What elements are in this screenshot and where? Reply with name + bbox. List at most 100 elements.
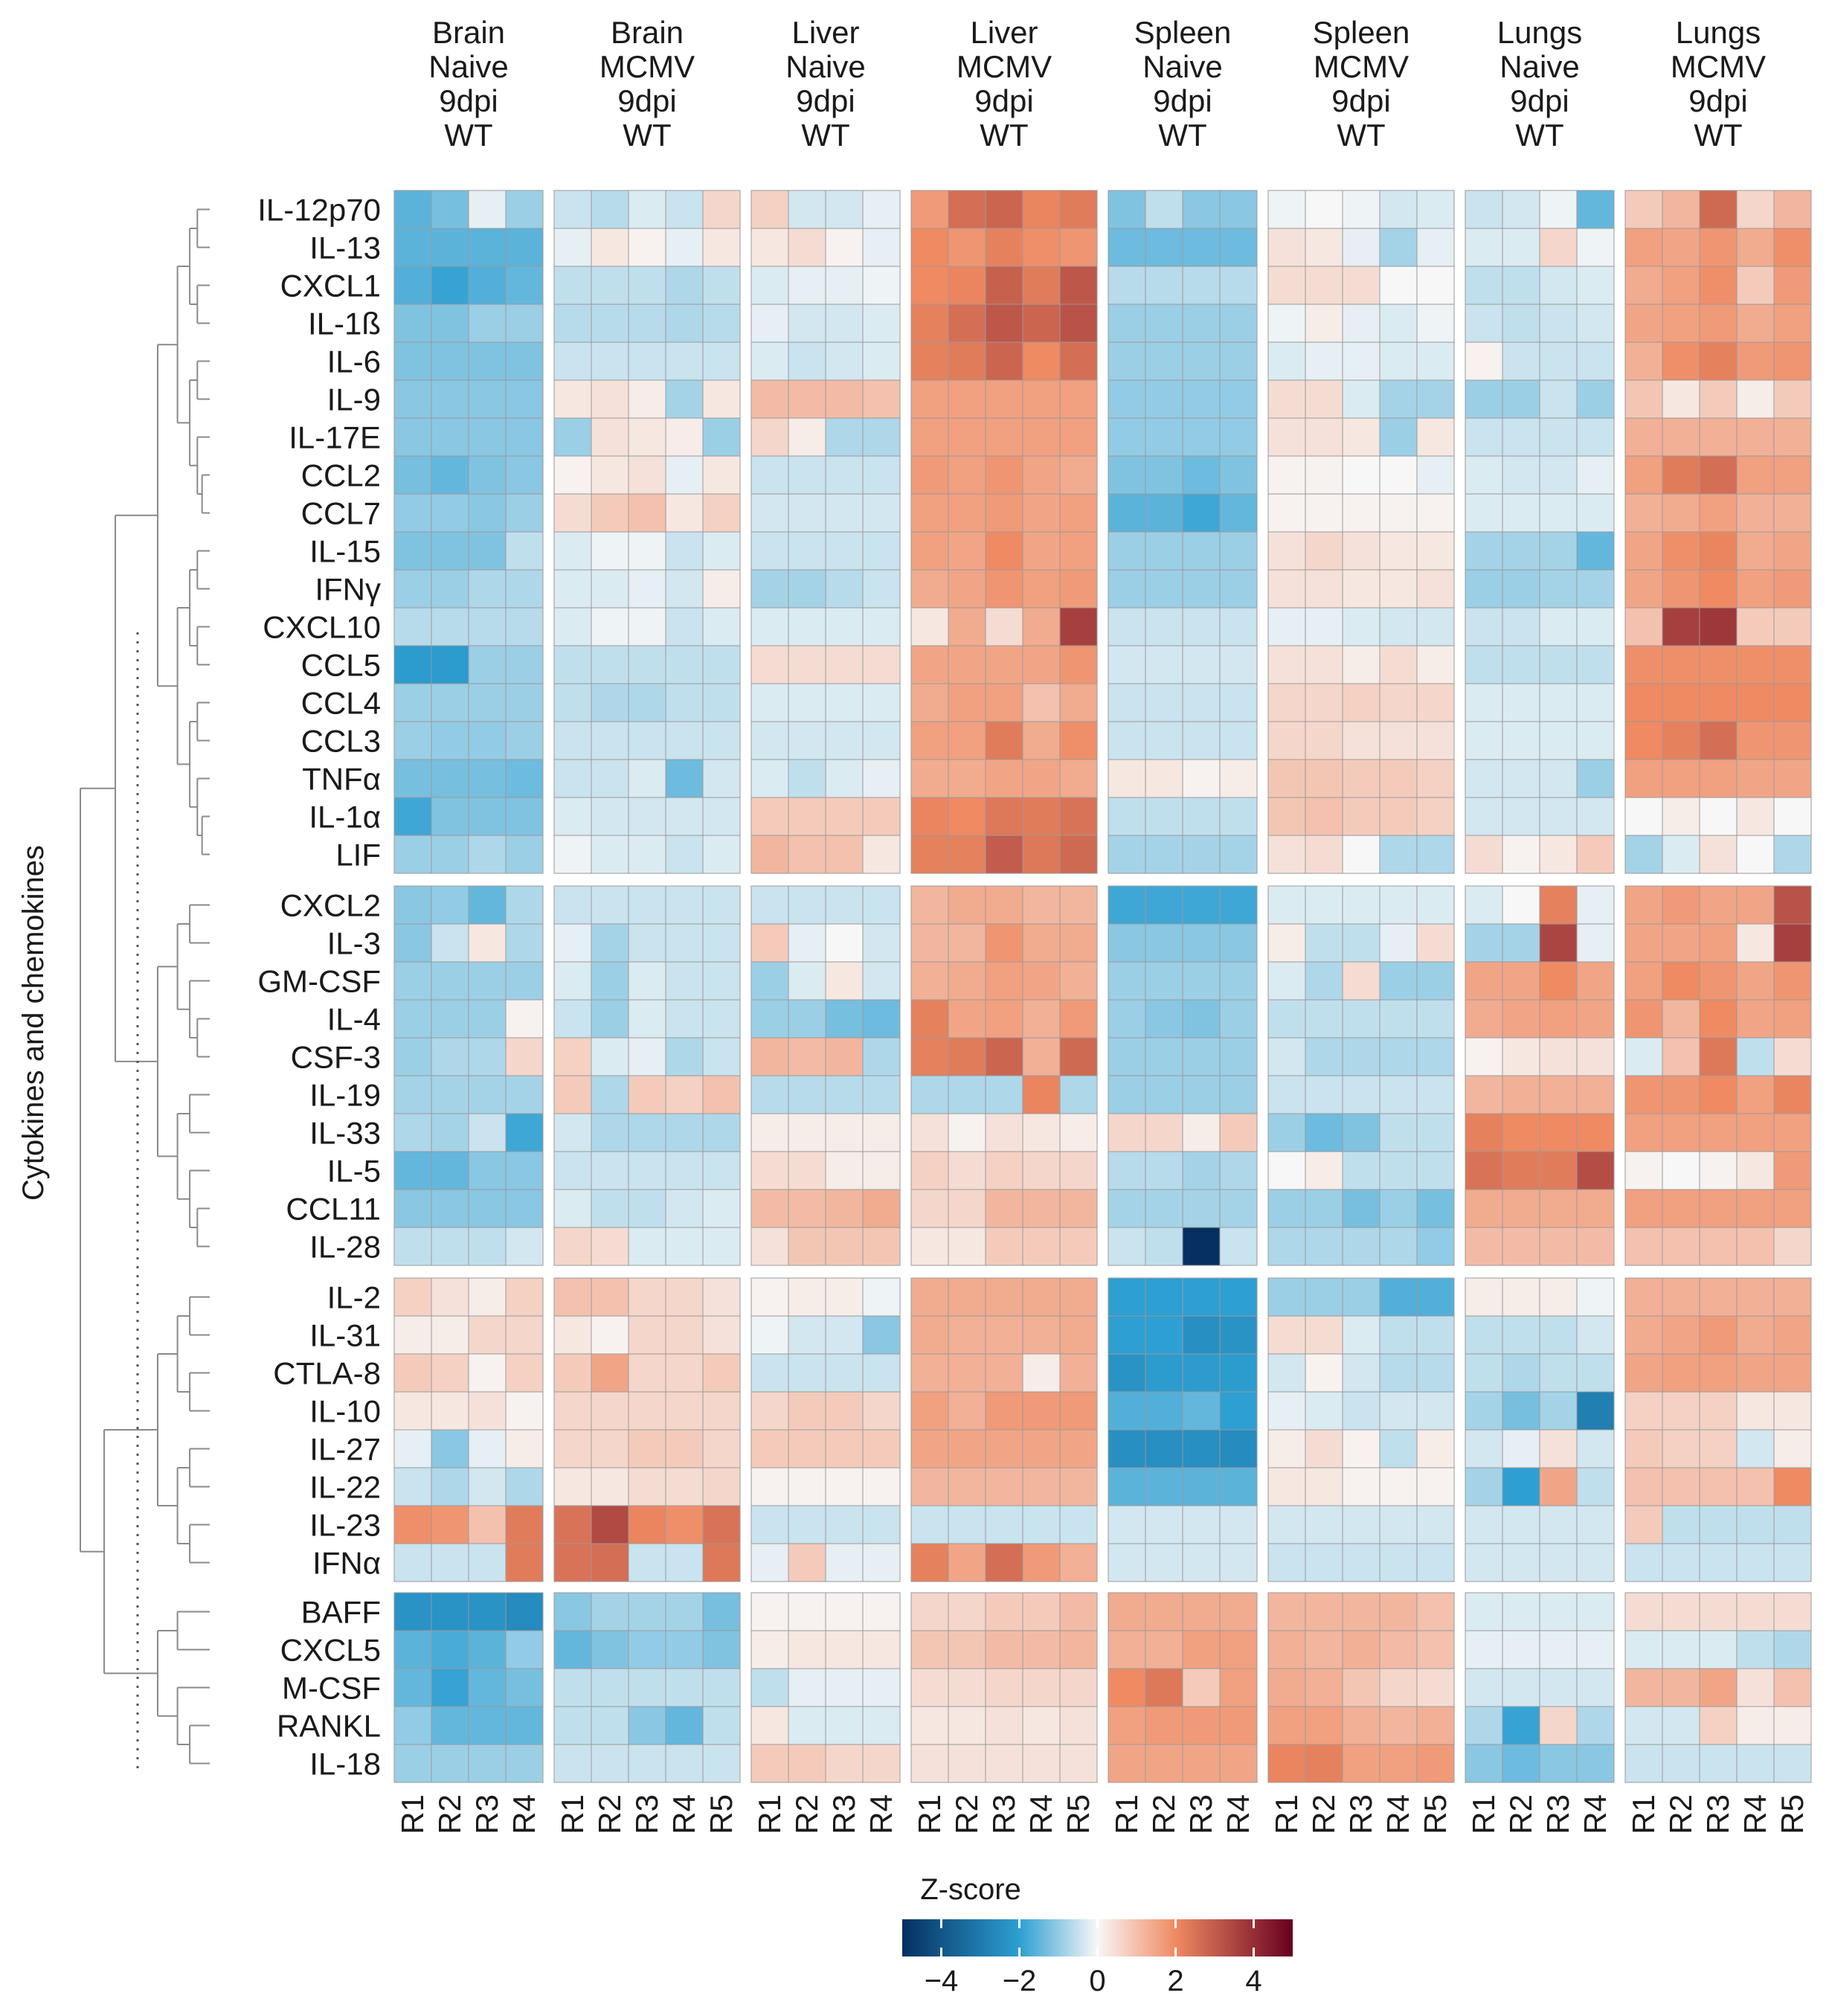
heatmap-cell	[1699, 1744, 1738, 1783]
heatmap-cell	[1502, 379, 1540, 419]
heatmap-cell	[468, 1075, 507, 1114]
heatmap-cell	[665, 1668, 704, 1707]
heatmap-cell	[553, 1592, 592, 1631]
heatmap-cell	[505, 1592, 544, 1631]
heatmap-cell	[1022, 885, 1061, 925]
heatmap-cell	[665, 1706, 704, 1745]
heatmap-cell	[702, 1277, 741, 1317]
heatmap-cell	[1108, 1668, 1146, 1707]
heatmap-cell	[1022, 1668, 1061, 1707]
row-label: IL-3	[327, 926, 381, 961]
heatmap-cell	[985, 1744, 1023, 1783]
heatmap-cell	[910, 569, 949, 609]
heatmap-cell	[1342, 1592, 1380, 1631]
heatmap-cell	[1305, 379, 1343, 419]
heatmap-cell	[862, 1543, 901, 1582]
heatmap-cell	[788, 1227, 826, 1266]
heatmap-cell	[1502, 1706, 1540, 1745]
heatmap-cell	[1502, 1037, 1540, 1076]
heatmap-cell	[788, 1113, 826, 1152]
heatmap-cell	[1305, 607, 1343, 646]
heatmap-cell	[862, 1277, 901, 1317]
heatmap-cell	[1416, 885, 1455, 925]
row-label: LIF	[335, 838, 381, 873]
heatmap-cell	[1539, 190, 1578, 229]
heatmap-cell	[1624, 1227, 1663, 1266]
heatmap-cell	[468, 531, 507, 571]
heatmap-cell	[1342, 1037, 1380, 1076]
heatmap-cell	[788, 1391, 826, 1431]
heatmap-cell	[702, 1429, 741, 1468]
heatmap-cell	[1502, 190, 1540, 229]
heatmap-cell	[1576, 1189, 1615, 1228]
heatmap-cell	[1108, 1353, 1146, 1393]
heatmap-cell	[1219, 759, 1258, 798]
heatmap-cell	[1662, 1630, 1700, 1669]
heatmap-cell	[1576, 1391, 1615, 1431]
heatmap-cell	[591, 1543, 629, 1582]
heatmap-cell	[1699, 1592, 1738, 1631]
heatmap-cell	[1305, 759, 1343, 798]
heatmap-cell	[431, 1227, 469, 1266]
heatmap-cell	[1773, 531, 1812, 571]
heatmap-cell	[665, 923, 704, 963]
heatmap-cell	[1539, 1505, 1578, 1544]
heatmap-cell	[1502, 304, 1540, 343]
heatmap-cell	[1267, 531, 1306, 571]
row-dendrogram	[80, 208, 210, 1774]
heatmap-cell	[1699, 493, 1738, 533]
heatmap-cell	[1699, 417, 1738, 457]
heatmap-cell	[948, 379, 986, 419]
row-label: CXCL10	[263, 610, 381, 645]
heatmap-cell	[948, 341, 986, 381]
heatmap-cell	[1539, 683, 1578, 722]
heatmap-cell	[628, 569, 666, 609]
heatmap-cell	[505, 1429, 544, 1468]
heatmap-cell	[505, 1315, 544, 1355]
heatmap-cell	[505, 1227, 544, 1266]
heatmap-cell	[1022, 759, 1061, 798]
heatmap-cell	[1379, 683, 1418, 722]
heatmap-cell	[1465, 341, 1503, 381]
group-header-line: WT	[980, 118, 1028, 153]
heatmap-cell	[591, 885, 629, 925]
heatmap-cell	[750, 645, 789, 684]
heatmap-cell	[910, 645, 949, 684]
heatmap-cell	[1145, 759, 1183, 798]
heatmap-cell	[1219, 266, 1258, 305]
heatmap-cell	[948, 797, 986, 836]
heatmap-cell	[1182, 1467, 1221, 1506]
heatmap-cell	[1108, 1075, 1146, 1114]
heatmap-cell	[1267, 1227, 1306, 1266]
heatmap-cell	[1182, 759, 1221, 798]
heatmap-cell	[1465, 721, 1503, 760]
heatmap-cell	[985, 835, 1023, 874]
heatmap-cell	[1736, 759, 1775, 798]
heatmap-cell	[1624, 531, 1663, 571]
heatmap-cell	[431, 379, 469, 419]
heatmap-cell	[1219, 1353, 1258, 1393]
heatmap-cell	[1059, 1467, 1098, 1506]
heatmap-cell	[985, 721, 1023, 760]
heatmap-cell	[1502, 1467, 1540, 1506]
heatmap-cell	[750, 1706, 789, 1745]
heatmap-cell	[1416, 835, 1455, 874]
heatmap-cell	[1379, 1189, 1418, 1228]
heatmap-cell	[985, 190, 1023, 229]
heatmap-cell	[1145, 1037, 1183, 1076]
heatmap-cell	[553, 1467, 592, 1506]
heatmap-cell	[1379, 531, 1418, 571]
heatmap-cell	[468, 607, 507, 646]
heatmap-cell	[1736, 1505, 1775, 1544]
heatmap-cell	[985, 493, 1023, 533]
heatmap-cell	[788, 1037, 826, 1076]
heatmap-cell	[985, 1706, 1023, 1745]
heatmap-cell	[553, 759, 592, 798]
heatmap-cell	[910, 961, 949, 1001]
heatmap-cell	[591, 1467, 629, 1506]
heatmap-cell	[1576, 1668, 1615, 1707]
heatmap-cell	[665, 1429, 704, 1468]
heatmap-cell	[825, 531, 864, 571]
group-header-line: Spleen	[1134, 15, 1232, 50]
heatmap-cell	[1219, 455, 1258, 495]
